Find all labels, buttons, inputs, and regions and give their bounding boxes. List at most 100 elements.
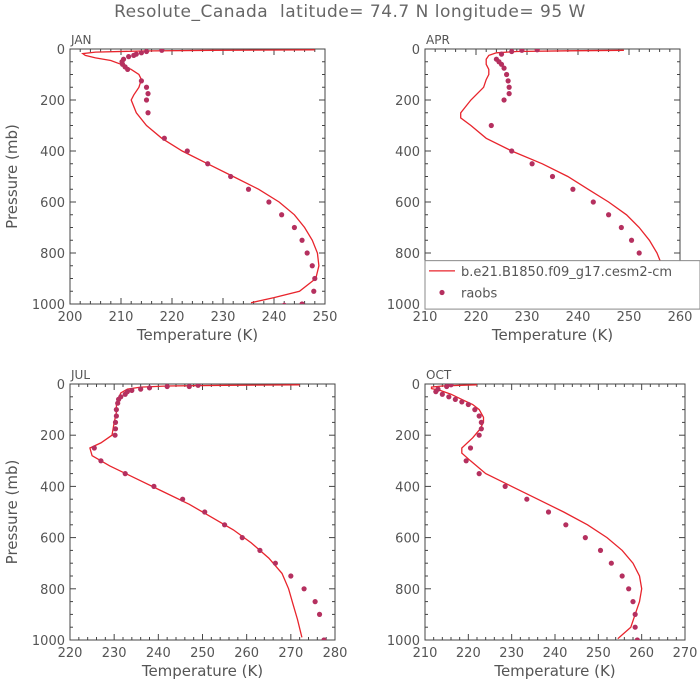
raobs-point <box>164 384 170 390</box>
y-tick-label: 800 <box>395 583 420 598</box>
raobs-point <box>221 522 228 528</box>
x-tick-label: 250 <box>586 646 611 661</box>
x-tick-label: 260 <box>234 646 259 661</box>
raobs-point <box>195 384 201 388</box>
raobs-point <box>122 391 128 397</box>
y-tick-label: 0 <box>412 378 420 393</box>
model-profile-line <box>89 384 303 638</box>
raobs-point <box>312 599 318 605</box>
y-tick-label: 0 <box>57 43 65 58</box>
raobs-point <box>279 212 285 218</box>
x-tick-label: 240 <box>543 646 568 661</box>
raobs-point <box>524 496 530 502</box>
raobs-point <box>501 97 507 103</box>
x-tick-label: 220 <box>58 646 83 661</box>
raobs-point <box>112 419 119 425</box>
raobs-point <box>505 78 511 84</box>
raobs-point <box>459 399 465 405</box>
raobs-point <box>112 426 119 432</box>
x-tick-label: 240 <box>262 310 287 325</box>
raobs-point <box>125 66 131 72</box>
x-axis-label: Temperature (K) <box>141 662 263 680</box>
raobs-point <box>534 49 540 53</box>
raobs-point <box>634 637 640 640</box>
raobs-point <box>632 624 638 630</box>
y-tick-label: 200 <box>395 94 420 109</box>
raobs-point <box>498 61 505 67</box>
raobs-point <box>545 509 552 515</box>
raobs-point <box>472 407 478 413</box>
raobs-point <box>122 471 128 477</box>
raobs-point <box>570 186 576 192</box>
raobs-point <box>145 91 151 97</box>
y-axis-label: Pressure (mb) <box>3 124 21 229</box>
raobs-point <box>478 419 484 425</box>
raobs-point <box>465 401 471 408</box>
raobs-point <box>509 148 515 154</box>
y-tick-label: 400 <box>395 145 420 160</box>
raobs-point <box>129 387 135 393</box>
raobs-point <box>478 426 484 432</box>
raobs-point <box>126 54 132 60</box>
x-tick-label: 250 <box>617 310 642 325</box>
y-tick-label: 600 <box>395 196 420 211</box>
y-tick-label: 200 <box>395 429 420 444</box>
raobs-point <box>488 122 494 129</box>
legend-box <box>424 260 700 310</box>
raobs-point <box>439 391 445 397</box>
model-profile-line <box>460 49 663 304</box>
x-tick-label: 210 <box>109 310 134 325</box>
raobs-point <box>239 535 245 541</box>
y-tick-label: 200 <box>40 94 65 109</box>
raobs-point <box>161 135 167 141</box>
raobs-point <box>113 407 119 413</box>
raobs-point <box>636 250 642 256</box>
raobs-point <box>205 161 211 167</box>
raobs-point <box>146 385 153 391</box>
x-tick-label: 260 <box>629 646 654 661</box>
raobs-point <box>506 91 512 97</box>
raobs-point <box>463 458 469 464</box>
raobs-point <box>476 432 482 438</box>
y-tick-label: 1000 <box>387 634 420 649</box>
raobs-point <box>448 384 454 388</box>
raobs-point <box>301 586 307 592</box>
plot-area-oct <box>430 384 643 640</box>
raobs-point <box>180 496 186 502</box>
raobs-point <box>316 611 323 618</box>
y-tick-label: 200 <box>40 429 65 444</box>
raobs-point <box>112 432 118 438</box>
x-tick-label: 200 <box>58 310 83 325</box>
raobs-point <box>98 458 104 464</box>
model-profile-line <box>430 384 643 640</box>
plot-area-jul <box>89 384 327 640</box>
raobs-point <box>184 148 190 154</box>
raobs-point <box>476 413 482 419</box>
plot-frame-oct <box>424 383 686 641</box>
raobs-point <box>143 49 150 55</box>
y-tick-label: 1000 <box>32 634 65 649</box>
x-tick-label: 240 <box>146 646 171 661</box>
y-tick-label: 1000 <box>32 298 65 313</box>
legend-label-model: b.e21.B1850.f09_g17.cesm2-cm <box>461 265 672 280</box>
plot-area-jan <box>81 49 320 304</box>
raobs-point <box>606 212 612 218</box>
panel-label-oct: OCT <box>426 368 452 382</box>
raobs-point <box>502 483 508 489</box>
raobs-point <box>281 302 287 304</box>
x-tick-label: 230 <box>211 310 236 325</box>
y-tick-label: 800 <box>395 247 420 262</box>
raobs-point <box>504 71 510 78</box>
y-tick-label: 0 <box>57 378 65 393</box>
raobs-point <box>299 237 305 243</box>
raobs-point <box>628 237 635 243</box>
raobs-point <box>143 84 150 90</box>
x-tick-label: 250 <box>313 310 338 325</box>
raobs-point <box>549 173 556 180</box>
raobs-point <box>618 224 624 231</box>
legend-label-raobs: raobs <box>461 287 498 302</box>
x-tick-label: 220 <box>456 646 481 661</box>
raobs-point <box>159 49 165 53</box>
raobs-point <box>446 394 452 400</box>
